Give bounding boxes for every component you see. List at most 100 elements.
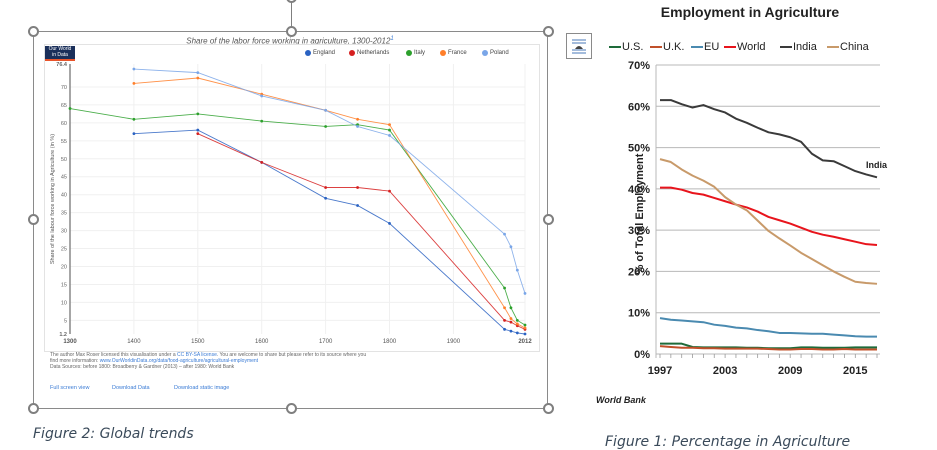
resize-handle-top-left[interactable] xyxy=(28,26,39,37)
legend-item-england[interactable]: England xyxy=(305,50,335,56)
resize-handle-left[interactable] xyxy=(28,214,39,225)
data-point-england xyxy=(132,132,136,136)
x-tick-label: 1900 xyxy=(447,339,461,345)
legend-label: World xyxy=(737,41,766,53)
owid-footer-line-3: Data Sources: before 1800: Broadberry & … xyxy=(50,364,235,370)
data-point-netherlands xyxy=(324,186,328,189)
y-tick-label: 25 xyxy=(61,247,67,253)
legend-label: EU xyxy=(704,41,720,53)
data-point-italy xyxy=(132,117,136,121)
x-tick-label: 2009 xyxy=(778,365,802,377)
series-line-uk xyxy=(659,345,877,351)
legend-item-italy[interactable]: Italy xyxy=(406,50,425,56)
license-link[interactable]: CC BY-SA license xyxy=(177,352,217,358)
y-tick-label: 70 xyxy=(61,85,67,91)
resize-handle-bottom-left[interactable] xyxy=(28,403,39,414)
data-point-poland xyxy=(509,245,513,249)
y-tick-label: 40% xyxy=(628,184,650,196)
series-annotation: India xyxy=(866,160,888,170)
legend-label: U.S. xyxy=(622,41,644,53)
y-tick-label: 70% xyxy=(628,60,650,72)
data-point-france xyxy=(196,76,200,80)
data-point-england xyxy=(356,204,359,207)
layout-options-button[interactable] xyxy=(566,33,592,59)
resize-handle-bottom-right[interactable] xyxy=(543,403,554,414)
owid-footer-line-1: The author Max Roser licensed this visua… xyxy=(50,352,366,358)
legend-item-eu: EU xyxy=(691,41,719,53)
owid-footer-line-2: find more information: www.OurWorldinDat… xyxy=(50,358,258,364)
y-tick-label: 30% xyxy=(628,225,650,237)
resize-handle-right[interactable] xyxy=(543,214,554,225)
logo-line-1: Our World xyxy=(48,46,72,52)
full-screen-view-link[interactable]: Full screen view xyxy=(50,385,90,391)
x-tick-label: 1700 xyxy=(319,339,333,345)
data-point-france xyxy=(523,326,527,330)
title-footnote[interactable]: 1 xyxy=(390,36,394,42)
owid-logo: Our World in Data xyxy=(45,46,75,61)
download-static-image-link[interactable]: Download static image xyxy=(174,385,230,391)
data-point-france xyxy=(515,322,519,326)
figure-2-caption: Figure 2: Global trends xyxy=(33,426,194,442)
x-tick-label: 1600 xyxy=(255,339,269,345)
x-tick-label: 1300 xyxy=(63,339,77,345)
figure-1-caption: Figure 1: Percentage in Agriculture xyxy=(605,434,851,450)
legend-dot-icon xyxy=(406,50,412,56)
data-point-france xyxy=(388,123,391,127)
source-link[interactable]: www.OurWorldinData.org/data/food-agricul… xyxy=(99,358,259,364)
data-point-netherlands xyxy=(388,189,391,193)
legend-dot-icon xyxy=(482,50,488,56)
data-point-italy xyxy=(324,125,328,128)
download-data-link[interactable]: Download Data xyxy=(112,385,150,391)
x-tick-label: 2012 xyxy=(518,339,532,345)
footer-text: . You are welcome to share but please re… xyxy=(216,352,367,358)
y-tick-label: 5 xyxy=(64,318,67,324)
data-point-poland xyxy=(196,71,200,75)
legend-item-france[interactable]: France xyxy=(440,50,467,56)
data-point-netherlands xyxy=(260,160,264,164)
data-point-poland xyxy=(260,94,264,98)
data-point-italy xyxy=(388,128,391,132)
footer-text: find more information: xyxy=(50,358,100,364)
data-point-poland xyxy=(388,134,391,137)
data-point-italy xyxy=(196,112,200,116)
data-point-england xyxy=(324,196,328,200)
data-point-poland xyxy=(356,125,359,128)
legend-item-netherlands[interactable]: Netherlands xyxy=(349,50,389,56)
wrap-text-icon xyxy=(572,39,586,54)
legend-label: England xyxy=(313,50,336,56)
y-tick-label: 1.2 xyxy=(59,332,67,338)
data-point-england xyxy=(515,331,519,335)
x-tick-label: 1400 xyxy=(127,339,141,345)
legend-label: Netherlands xyxy=(357,50,390,56)
y-tick-label: 55 xyxy=(61,139,67,145)
y-tick-label: 20 xyxy=(61,265,67,271)
y-tick-label: 65 xyxy=(61,103,67,109)
owid-chart-title-text: Share of the labor force working in agri… xyxy=(186,36,391,46)
legend-label: India xyxy=(793,41,817,53)
legend-label: Italy xyxy=(414,50,426,56)
data-point-italy xyxy=(523,323,527,327)
legend-swatch-icon xyxy=(827,46,839,48)
legend-swatch-icon xyxy=(691,46,703,48)
x-tick-label: 1500 xyxy=(191,339,205,345)
data-point-france xyxy=(503,306,506,310)
series-line-france xyxy=(133,77,526,329)
legend-swatch-icon xyxy=(650,46,662,48)
x-tick-label: 2015 xyxy=(843,365,867,377)
resize-handle-top-right[interactable] xyxy=(543,26,554,37)
y-tick-label: 20% xyxy=(628,266,650,278)
resize-handle-bottom[interactable] xyxy=(286,403,297,414)
series-line-india xyxy=(660,99,878,179)
data-point-england xyxy=(196,128,200,132)
series-line-china xyxy=(659,158,878,285)
x-tick-label: 2003 xyxy=(713,365,737,377)
data-point-france xyxy=(132,81,136,85)
data-point-england xyxy=(388,222,391,225)
resize-handle-top[interactable] xyxy=(286,26,297,37)
legend-dot-icon xyxy=(349,50,355,56)
legend-swatch-icon xyxy=(780,46,792,48)
legend-item-poland[interactable]: Poland xyxy=(482,50,509,56)
data-point-netherlands xyxy=(509,320,513,324)
data-point-poland xyxy=(523,292,527,295)
